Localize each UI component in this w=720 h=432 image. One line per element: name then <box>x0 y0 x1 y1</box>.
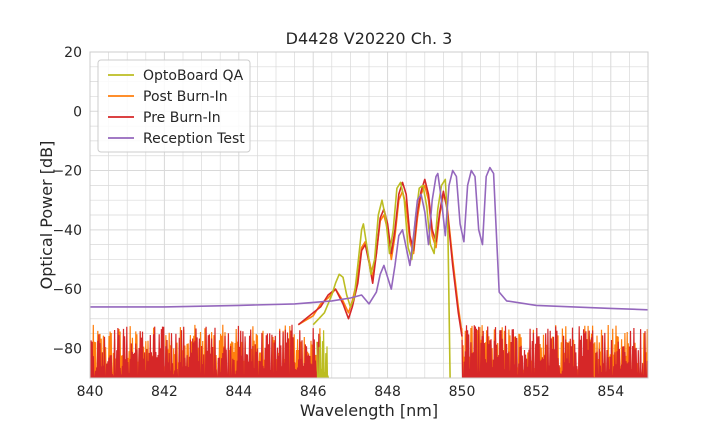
series-line <box>90 166 648 311</box>
y-tick-label: 20 <box>64 45 82 61</box>
x-axis-label: Wavelength [nm] <box>300 401 438 420</box>
x-tick-label: 846 <box>300 384 327 400</box>
legend-label: Post Burn-In <box>143 89 228 105</box>
series-group <box>90 166 648 378</box>
y-tick-labels: 20 0 −20 −40 −60 −80 <box>52 45 82 357</box>
y-tick-label: 0 <box>73 104 82 120</box>
legend: OptoBoard QA Post Burn-In Pre Burn-In Recep… <box>97 59 251 153</box>
x-tick-label: 844 <box>225 384 252 400</box>
series-noise <box>316 330 330 378</box>
series-line <box>312 178 451 378</box>
x-tick-label: 854 <box>597 384 624 400</box>
series-pre-burn-in <box>90 178 648 378</box>
legend-label: OptoBoard QA <box>143 68 244 84</box>
y-tick-label: −60 <box>52 282 82 298</box>
x-tick-label: 850 <box>449 384 476 400</box>
x-tick-label: 848 <box>374 384 401 400</box>
x-tick-label: 852 <box>523 384 550 400</box>
legend-label: Pre Burn-In <box>143 110 221 126</box>
series-reception-test <box>90 166 648 311</box>
series-optoboard-qa <box>312 178 451 378</box>
y-axis-label: Optical Power [dB] <box>37 141 56 290</box>
chart-title: D4428 V20220 Ch. 3 <box>286 29 453 48</box>
y-tick-label: −80 <box>52 341 82 357</box>
x-tick-label: 842 <box>151 384 178 400</box>
series-noise <box>461 325 648 378</box>
legend-box <box>97 59 251 153</box>
x-tick-labels: 840 842 844 846 848 850 852 854 <box>77 384 625 400</box>
plot-frame <box>89 51 649 379</box>
series-line <box>297 178 463 337</box>
legend-label: Reception Test <box>143 131 245 147</box>
y-tick-label: −40 <box>52 223 82 239</box>
y-tick-label: −20 <box>52 164 82 180</box>
series-noise <box>90 324 322 378</box>
x-tick-label: 840 <box>77 384 104 400</box>
